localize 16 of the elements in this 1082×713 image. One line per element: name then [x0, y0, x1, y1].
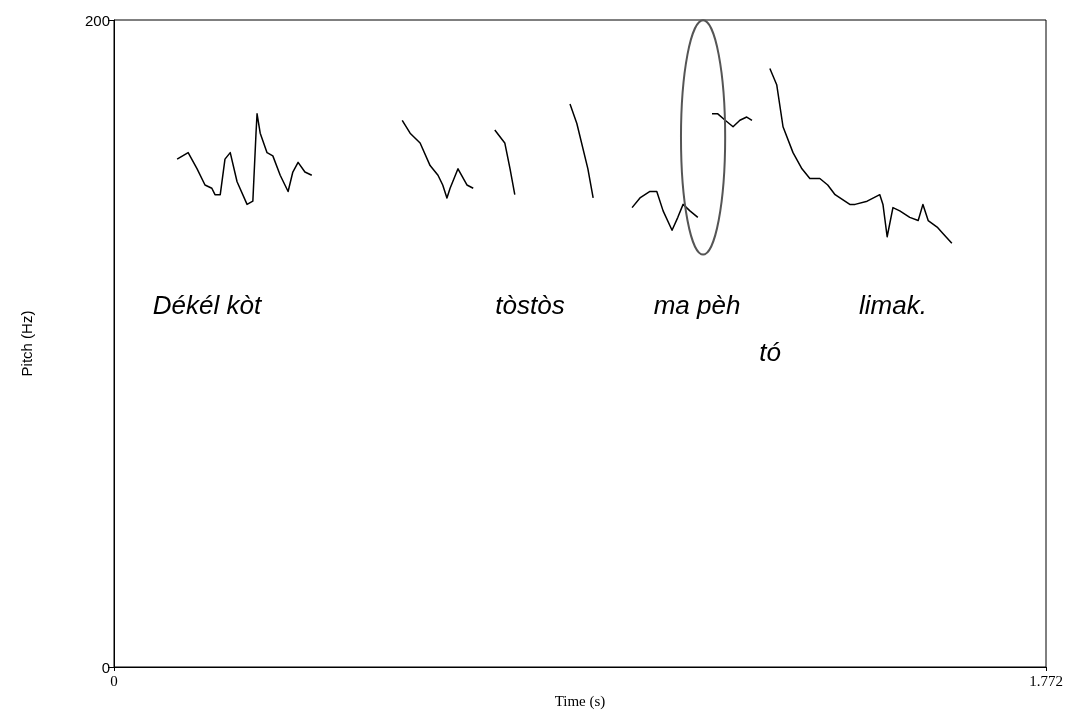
- line-series: [401, 119, 474, 199]
- line-series: [769, 67, 953, 244]
- annotation: limak.: [859, 290, 927, 320]
- line-series: [569, 103, 594, 199]
- line-series: [176, 113, 313, 206]
- annotation: tòstòs: [495, 290, 565, 320]
- x-axis-title: Time (s): [554, 692, 606, 710]
- annotation: tó: [759, 337, 781, 367]
- line-series: [711, 113, 753, 128]
- line-series: [631, 190, 699, 232]
- annotation: Dékél kòt: [152, 290, 263, 320]
- line-series: [494, 129, 516, 196]
- y-tick-label: 200: [84, 11, 110, 29]
- annotation: ma pèh: [653, 290, 741, 320]
- y-axis-title: Pitch (Hz): [18, 310, 35, 377]
- x-tick-label: 1.772: [1029, 672, 1063, 689]
